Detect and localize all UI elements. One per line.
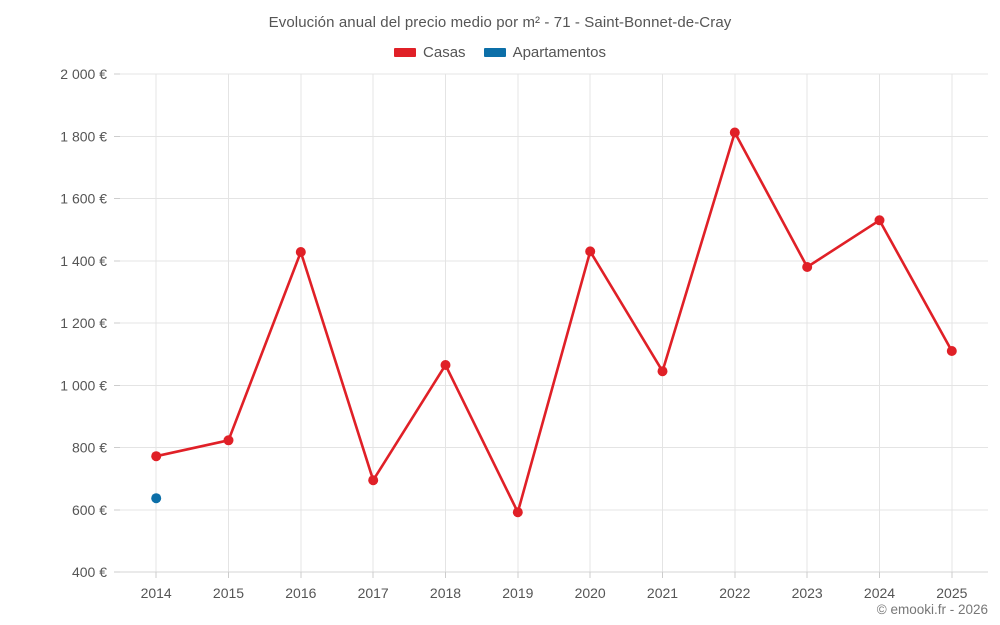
- y-axis-label: 800 €: [72, 440, 107, 456]
- data-point-casas[interactable]: [946, 346, 957, 356]
- legend-label-casas: Casas: [423, 44, 466, 61]
- data-series: [151, 127, 957, 518]
- legend-swatch-apartamentos: [483, 48, 506, 57]
- legend-item-casas[interactable]: Casas: [394, 44, 466, 61]
- x-axis-label: 2023: [792, 585, 823, 601]
- gridlines: [120, 73, 988, 573]
- legend-swatch-casas: [394, 48, 417, 57]
- x-axis-label: 2021: [647, 585, 678, 601]
- y-axis-label: 2 000 €: [60, 66, 107, 82]
- footer-credit: © emooki.fr - 2026: [876, 602, 988, 617]
- chart-legend: Casas Apartamentos: [0, 44, 1000, 61]
- y-axis-label: 1 200 €: [60, 315, 107, 331]
- x-axis-ticks: 2014 2015 2016 2017 2018 2019 2020 2021 2022 2023…: [141, 572, 968, 601]
- x-axis-label: 2016: [285, 585, 316, 601]
- data-point-casas[interactable]: [295, 247, 306, 257]
- data-point-casas[interactable]: [151, 451, 162, 462]
- data-point-casas[interactable]: [512, 507, 523, 518]
- y-axis-label: 1 400 €: [60, 253, 107, 269]
- x-axis-label: 2014: [141, 585, 172, 601]
- data-point-casas[interactable]: [223, 435, 234, 446]
- y-axis-label: 400 €: [72, 564, 107, 580]
- y-axis-label: 1 800 €: [60, 128, 107, 144]
- x-axis-label: 2015: [213, 585, 244, 601]
- chart-title: Evolución anual del precio medio por m² …: [268, 14, 732, 31]
- legend-label-apartamentos: Apartamentos: [512, 44, 606, 61]
- x-axis-label: 2024: [864, 585, 895, 601]
- x-axis-label: 2020: [575, 585, 606, 601]
- x-axis-label: 2022: [719, 585, 750, 601]
- data-point-casas[interactable]: [440, 360, 451, 370]
- legend-item-apartamentos[interactable]: Apartamentos: [483, 44, 606, 61]
- x-axis-label: 2017: [358, 585, 389, 601]
- data-point-apartamentos[interactable]: [151, 493, 162, 504]
- y-axis-label: 1 000 €: [60, 377, 107, 393]
- data-point-casas[interactable]: [368, 475, 379, 486]
- data-point-casas[interactable]: [874, 215, 885, 226]
- series-line-casas: [154, 131, 954, 514]
- data-point-casas[interactable]: [729, 127, 740, 138]
- y-axis-ticks: 400 € 600 € 800 € 1 000 € 1 200 € 1 400 € 1 60…: [60, 66, 120, 580]
- y-axis-label: 600 €: [72, 502, 107, 518]
- data-point-casas[interactable]: [802, 262, 813, 272]
- x-axis-label: 2025: [936, 585, 967, 601]
- y-axis-label: 1 600 €: [60, 191, 107, 207]
- data-point-casas[interactable]: [585, 246, 596, 257]
- data-point-casas[interactable]: [657, 366, 668, 377]
- x-axis-label: 2019: [502, 585, 533, 601]
- x-axis-label: 2018: [430, 585, 461, 601]
